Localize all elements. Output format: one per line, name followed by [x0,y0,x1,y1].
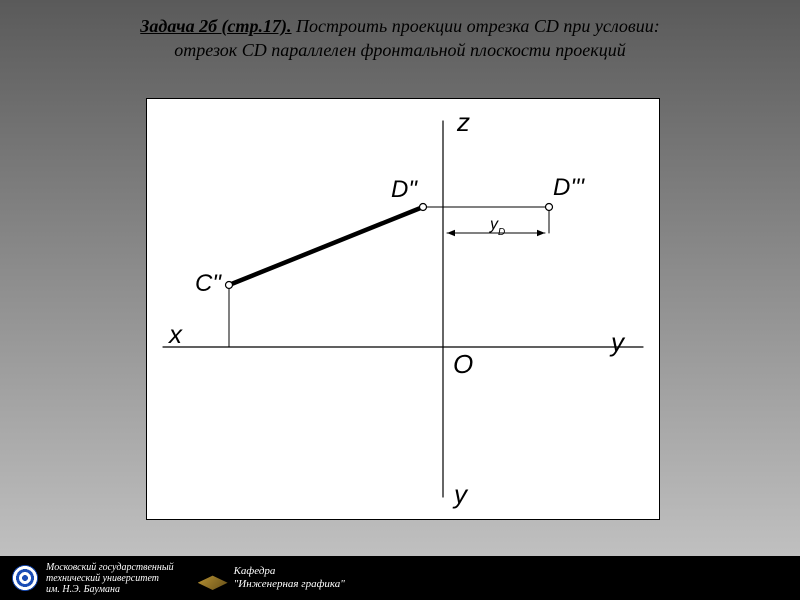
diagram-svg: z x y Oy C" D" D''' yD [147,99,659,519]
dept-l2: "Инженерная графика" [234,578,345,591]
svg-text:D": D" [391,176,418,203]
svg-text:z: z [456,107,470,137]
title-line2: отрезок CD параллелен фронтальной плоско… [174,40,625,60]
diagram-canvas: z x y Oy C" D" D''' yD [146,98,660,520]
svg-text:C": C" [195,270,222,297]
svg-text:O: O [453,349,473,379]
footer-bar: Московский государственный технический у… [0,556,800,600]
svg-text:y: y [452,479,469,509]
university-logo-icon [12,565,38,591]
title-line1: Построить проекции отрезка CD при услови… [292,16,660,36]
university-text: Московский государственный технический у… [46,562,174,595]
dept-l1: Кафедра [234,565,345,578]
svg-text:D''': D''' [553,174,585,201]
uni-l2: технический университет [46,573,174,584]
problem-title: Задача 2б (стр.17). Построить проекции о… [0,14,800,63]
svg-text:yD: yD [489,216,505,238]
department-logo-icon [198,566,228,590]
title-prefix: Задача 2б (стр.17). [140,16,291,36]
uni-l3: им. Н.Э. Баумана [46,584,174,595]
uni-l1: Московский государственный [46,562,174,573]
svg-text:x: x [167,319,183,349]
svg-text:y: y [609,327,626,357]
department-text: Кафедра "Инженерная графика" [234,565,345,590]
